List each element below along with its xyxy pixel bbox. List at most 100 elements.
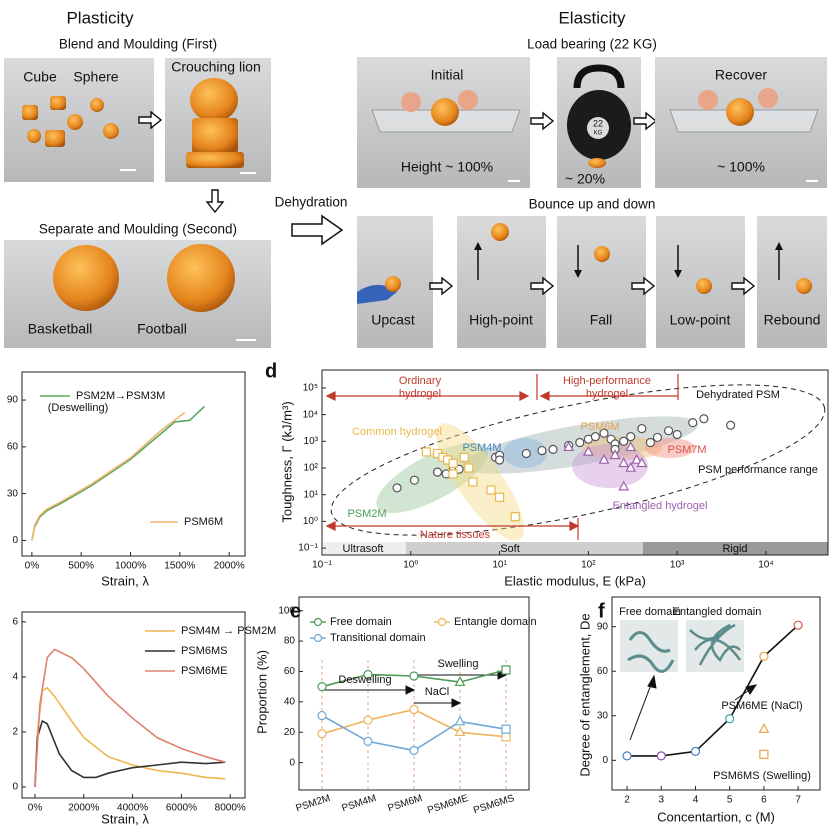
annotation: hydrogel [586,388,628,400]
marker [454,726,466,737]
marker [582,445,594,456]
annotation: PSM6M [580,421,619,433]
marker [437,617,447,627]
annotation: Ultrasoft [343,543,384,555]
marker [622,751,632,761]
marker [618,457,630,468]
y-tick-label: 40 [284,696,296,707]
y-tick-label: 20 [284,727,296,738]
x-tick-label: PSM6M [387,793,424,814]
y-tick-label: 30 [7,488,19,499]
x-tick-label: PSM6MS [472,793,516,817]
marker [501,724,511,734]
x-tick-label: 2000% [68,803,99,814]
photo-label: Cube [23,69,57,85]
marker [663,426,674,436]
marker [317,729,327,739]
legend-label: Transitional domain [330,632,426,644]
marker [448,458,458,468]
series-line [31,405,206,541]
y-axis-label: Toughness, Γ (kJ/m³) [279,401,294,522]
photo-label: Initial [431,67,464,83]
legend-label: PSM4M → PSM2M [181,625,276,637]
marker [656,751,666,761]
photo-label: Low-point [670,312,731,328]
marker [548,444,558,454]
arrow [206,189,224,213]
legend-label: Free domain [330,616,392,628]
series-label: Common hydrogel [352,426,442,438]
marker [598,453,610,464]
marker [494,492,505,502]
section-subtitle: Blend and Moulding (First) [59,37,217,52]
legend-label: PSM6M [184,516,223,528]
y-tick-label: 60 [597,666,609,677]
marker [625,441,637,452]
annotation: PSM7M [667,444,706,456]
marker [725,714,735,724]
y-tick-label: 100 [278,605,295,616]
photo-object [587,117,609,139]
scale-bar [508,180,520,182]
series-line [34,686,226,788]
x-tick-label: 1500% [164,561,195,572]
marker [652,432,663,443]
annotation: Free domain [619,606,681,618]
panel-letter: f [598,600,605,622]
y-tick-label: 10⁴ [303,409,318,420]
photo-label: KG [594,131,603,137]
series-label: PSM6ME (NaCl) [721,700,802,712]
marker [619,436,629,446]
marker [459,452,469,462]
y-tick-label: 80 [284,636,296,647]
photo-object [167,244,235,312]
photo-label: High-point [469,312,533,328]
legend-label: PSM6MS [181,645,227,657]
x-tick-label: 0% [25,561,40,572]
marker [599,428,609,438]
annotation: Deswelling [338,674,391,686]
arrow [530,112,554,130]
marker [759,651,769,661]
axis-frame [298,596,530,791]
annotation: PSM2M [347,508,386,520]
series-label: Dehydrated PSM [696,389,780,401]
region-shapes [323,374,828,555]
photo-objects [22,96,119,147]
panel-letter: d [265,360,277,382]
photo-object [431,98,459,126]
insets [620,620,758,741]
photo-objects [186,78,244,168]
series-line [31,411,186,541]
marker [793,620,803,630]
marker [563,441,575,452]
scale-bar [120,169,136,171]
x-tick-label: 7 [795,795,801,806]
marker [392,483,402,493]
marker [313,633,323,643]
x-tick-label: 6000% [166,803,197,814]
section-subtitle: Load bearing (22 KG) [527,37,657,52]
marker [618,480,630,491]
y-tick-label: 90 [597,621,609,632]
series-line [34,648,226,788]
photo-label: Upcast [371,312,415,328]
marker [510,512,520,522]
x-tick-label: 5 [727,795,733,806]
step-label: Dehydration [275,195,348,210]
x-axis-label: Strain, λ [101,573,149,588]
legend-label: PSM2M→PSM3M [76,390,165,402]
photo-label: ~ 20% [565,171,605,187]
marker [726,420,736,430]
marker [363,736,373,746]
photo-label: Sphere [73,69,118,85]
annotation: NaCl [425,686,449,698]
annotation: Soft [500,543,520,555]
marker [432,467,443,477]
y-tick-label: 60 [284,666,296,677]
marker [626,432,636,442]
section-title: Elasticity [558,8,626,27]
x-tick-label: 3 [658,795,664,806]
marker [688,418,698,428]
annotation: Entangled domain [673,606,762,618]
